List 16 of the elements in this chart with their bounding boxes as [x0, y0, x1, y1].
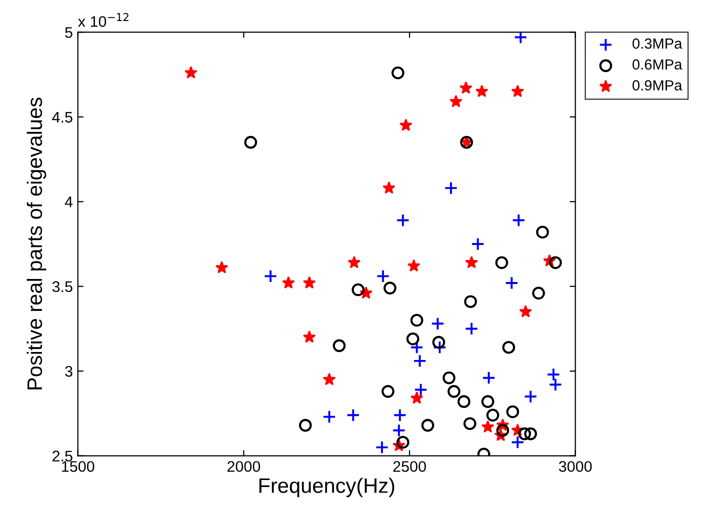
x-axis-title: Frequency(Hz): [259, 478, 394, 498]
legend-label: 0.3MPa: [632, 38, 682, 49]
legend-label: 0.9MPa: [632, 80, 682, 91]
x-tick-label: 3000: [558, 461, 592, 472]
y-tick-label: 4: [64, 196, 73, 208]
y-axis-title: Positive real parts of eigevalues: [26, 98, 46, 390]
legend-label: 0.6MPa: [632, 59, 682, 70]
y-tick-label: 3.5: [52, 281, 72, 292]
y-tick-label: 4.5: [52, 112, 72, 123]
y-tick-label: 5: [65, 27, 72, 38]
x-tick-label: 2000: [227, 461, 260, 472]
x-tick-label: 2500: [393, 461, 426, 472]
text: x 10$^{−12}$: [78, 13, 128, 27]
y-tick-label: 2.5: [52, 450, 72, 462]
y-tick-label: 3: [65, 366, 72, 377]
x-tick-label: 1500: [62, 461, 94, 472]
